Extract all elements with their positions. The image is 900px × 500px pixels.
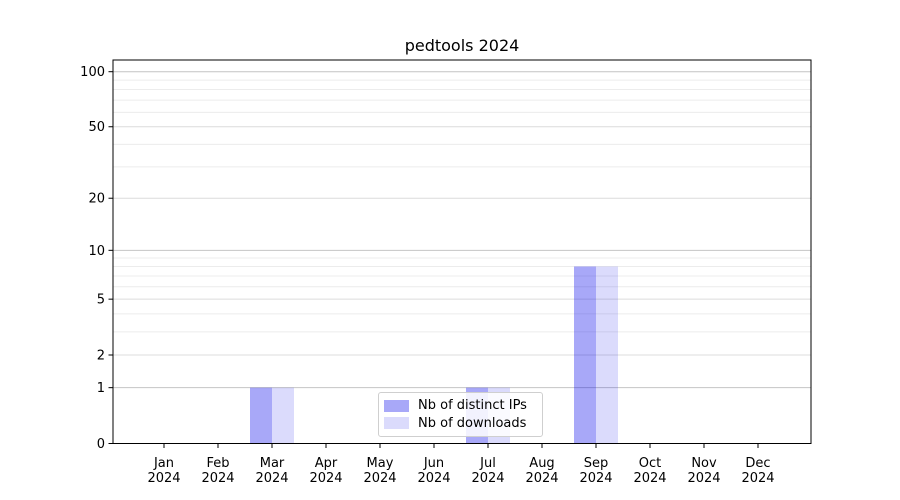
- x-tick-label-year: 2024: [309, 471, 342, 486]
- x-tick-label-month: Jan: [153, 456, 174, 471]
- y-tick-label: 5: [97, 293, 105, 308]
- x-tick-label-month: May: [367, 456, 394, 471]
- y-tick-label: 0: [97, 437, 105, 452]
- x-tick-label-year: 2024: [687, 471, 720, 486]
- legend-entry: Nb of downloads: [384, 415, 536, 433]
- legend-entry: Nb of distinct IPs: [384, 397, 536, 415]
- y-tick-label: 10: [88, 244, 105, 259]
- x-tick-label-year: 2024: [363, 471, 396, 486]
- bar-sep-downloads: [596, 266, 618, 444]
- x-tick-label-year: 2024: [471, 471, 504, 486]
- x-tick-label-month: Oct: [639, 456, 661, 471]
- y-tick-label: 50: [88, 120, 105, 135]
- x-tick-label-month: Apr: [315, 456, 338, 471]
- legend-swatch-distinct-ips: [384, 399, 409, 412]
- x-tick-label-year: 2024: [201, 471, 234, 486]
- plot-border: [112, 59, 812, 444]
- x-tick-label-year: 2024: [741, 471, 774, 486]
- x-tick-label-month: Mar: [260, 456, 285, 471]
- x-tick-label-year: 2024: [579, 471, 612, 486]
- y-tick-label: 20: [88, 192, 105, 207]
- x-tick-label-year: 2024: [633, 471, 666, 486]
- legend: Nb of distinct IPs Nb of downloads: [378, 392, 543, 437]
- bar-mar-distinct-ips: [250, 387, 272, 444]
- x-tick-label-month: Nov: [691, 456, 717, 471]
- x-tick-label-month: Feb: [206, 456, 229, 471]
- x-tick-label-month: Aug: [529, 456, 554, 471]
- x-tick-label-year: 2024: [525, 471, 558, 486]
- x-tick-label-year: 2024: [255, 471, 288, 486]
- x-tick-label-month: Jul: [479, 456, 496, 471]
- y-tick-label: 1: [97, 381, 105, 396]
- y-tick-label: 100: [80, 65, 105, 80]
- legend-label: Nb of distinct IPs: [418, 398, 527, 414]
- legend-swatch-downloads: [384, 417, 409, 430]
- bar-sep-distinct-ips: [574, 266, 596, 444]
- legend-label: Nb of downloads: [418, 415, 527, 431]
- bar-mar-downloads: [272, 387, 294, 444]
- x-tick-label-month: Sep: [584, 456, 609, 471]
- x-tick-label-month: Dec: [745, 456, 770, 471]
- x-tick-label-year: 2024: [147, 471, 180, 486]
- x-tick-label-year: 2024: [417, 471, 450, 486]
- chart-title: pedtools 2024: [404, 36, 520, 55]
- x-tick-label-month: Jun: [423, 456, 444, 471]
- y-tick-label: 2: [97, 348, 105, 363]
